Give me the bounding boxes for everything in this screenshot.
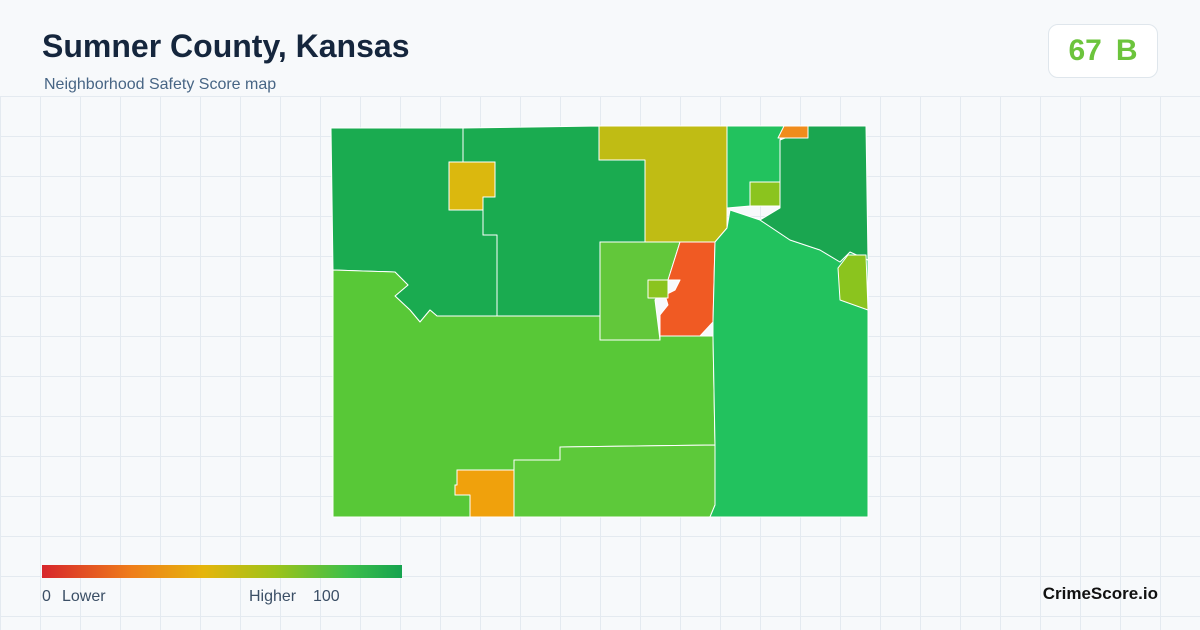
- legend-gradient: [42, 565, 402, 578]
- legend-max: 100: [313, 588, 340, 605]
- map-region: [647, 279, 669, 299]
- subtitle: Neighborhood Safety Score map: [44, 76, 277, 93]
- legend-min: 0: [42, 588, 51, 605]
- brand: CrimeScore.io: [1042, 584, 1158, 603]
- score-grade: B: [1115, 34, 1138, 67]
- map-region: [777, 125, 809, 139]
- title: Sumner County, Kansas: [42, 28, 410, 64]
- score-value: 67: [1068, 34, 1102, 67]
- score-badge: 67 B: [1048, 24, 1158, 78]
- map-region: [749, 181, 781, 207]
- legend-min-label: Lower: [62, 588, 106, 605]
- legend-max-label: Higher: [249, 588, 297, 605]
- map-region: [837, 254, 869, 311]
- map-region: [448, 161, 496, 211]
